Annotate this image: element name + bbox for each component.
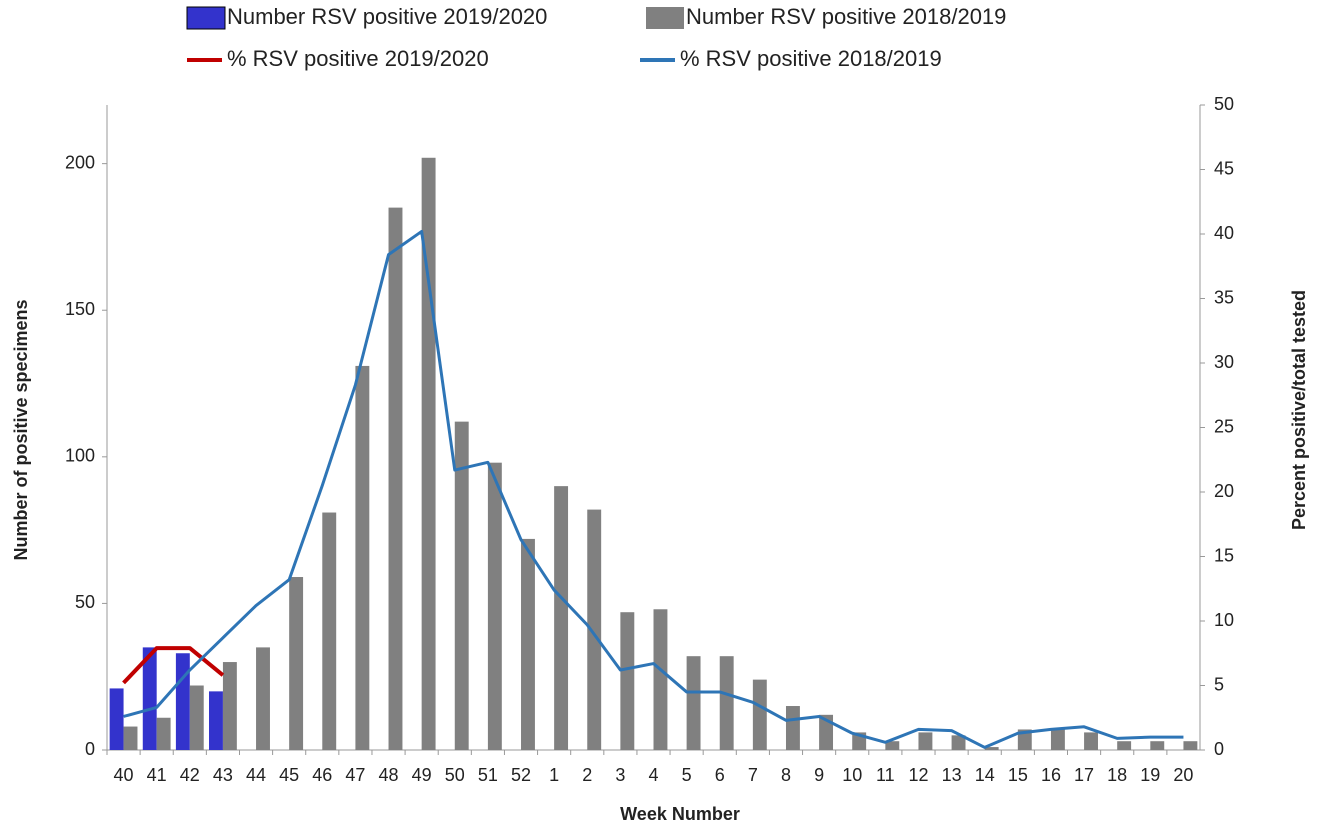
bar xyxy=(951,735,966,750)
bar xyxy=(454,421,469,750)
bar xyxy=(686,656,701,750)
x-tick-label: 5 xyxy=(682,765,692,785)
x-tick-label: 43 xyxy=(213,765,233,785)
bar xyxy=(785,706,800,750)
y-tick-label: 200 xyxy=(65,152,95,172)
x-tick-label: 18 xyxy=(1107,765,1127,785)
y2-tick-label: 35 xyxy=(1214,287,1234,307)
bar xyxy=(1183,741,1198,750)
bar xyxy=(256,647,270,750)
x-tick-label: 9 xyxy=(814,765,824,785)
bar xyxy=(653,609,668,750)
y-tick-label: 150 xyxy=(65,299,95,319)
bar xyxy=(487,462,502,750)
x-tick-label: 46 xyxy=(312,765,332,785)
x-tick-label: 50 xyxy=(445,765,465,785)
legend-label: % RSV positive 2018/2019 xyxy=(680,46,942,71)
y2-tick-label: 25 xyxy=(1214,416,1234,436)
bar xyxy=(123,726,138,750)
bar xyxy=(156,717,171,750)
y2-tick-label: 50 xyxy=(1214,94,1234,114)
x-tick-label: 40 xyxy=(114,765,134,785)
bar xyxy=(620,612,635,750)
x-tick-label: 3 xyxy=(615,765,625,785)
bar xyxy=(984,747,999,750)
bar xyxy=(554,486,569,750)
x-tick-label: 19 xyxy=(1140,765,1160,785)
x-tick-label: 13 xyxy=(942,765,962,785)
y2-tick-label: 20 xyxy=(1214,481,1234,501)
x-tick-label: 48 xyxy=(379,765,399,785)
bar xyxy=(752,679,767,750)
bar xyxy=(109,688,124,750)
x-tick-label: 51 xyxy=(478,765,498,785)
bar xyxy=(142,647,157,750)
bar xyxy=(918,732,933,750)
bar xyxy=(1017,729,1032,750)
x-tick-label: 10 xyxy=(842,765,862,785)
y2-tick-label: 5 xyxy=(1214,674,1224,694)
legend-label: Number RSV positive 2018/2019 xyxy=(686,4,1006,29)
y-tick-label: 0 xyxy=(85,739,95,759)
line xyxy=(123,229,1184,749)
x-tick-label: 45 xyxy=(279,765,299,785)
bar xyxy=(1117,741,1132,750)
x-tick-label: 16 xyxy=(1041,765,1061,785)
y2-tick-label: 15 xyxy=(1214,545,1234,565)
legend-swatch xyxy=(646,7,684,29)
x-tick-label: 49 xyxy=(412,765,432,785)
y-tick-label: 50 xyxy=(75,592,95,612)
y2-tick-label: 0 xyxy=(1214,739,1224,759)
x-tick-label: 12 xyxy=(908,765,928,785)
legend-label: Number RSV positive 2019/2020 xyxy=(227,4,547,29)
bar xyxy=(587,509,602,750)
bar xyxy=(885,741,900,750)
line xyxy=(122,646,225,685)
x-axis-title: Week Number xyxy=(620,804,740,824)
x-tick-label: 44 xyxy=(246,765,266,785)
x-tick-label: 6 xyxy=(715,765,725,785)
x-tick-label: 1 xyxy=(549,765,559,785)
bar xyxy=(1150,741,1165,750)
bar xyxy=(175,653,190,750)
bar xyxy=(1050,729,1065,750)
x-tick-label: 4 xyxy=(648,765,658,785)
x-tick-label: 20 xyxy=(1173,765,1193,785)
bar xyxy=(1084,732,1098,750)
y2-axis-title: Percent positive/total tested xyxy=(1289,290,1309,530)
x-tick-label: 42 xyxy=(180,765,200,785)
x-tick-label: 11 xyxy=(876,765,895,785)
x-tick-label: 52 xyxy=(511,765,531,785)
bar xyxy=(289,577,304,750)
y-axis-title: Number of positive specimens xyxy=(11,299,31,560)
y2-tick-label: 40 xyxy=(1214,223,1234,243)
bar xyxy=(355,365,370,750)
x-tick-label: 14 xyxy=(975,765,995,785)
x-tick-label: 17 xyxy=(1074,765,1094,785)
y2-tick-label: 45 xyxy=(1214,158,1234,178)
x-tick-label: 8 xyxy=(781,765,791,785)
y2-tick-label: 10 xyxy=(1214,610,1234,630)
x-tick-label: 2 xyxy=(582,765,592,785)
x-tick-label: 41 xyxy=(147,765,167,785)
bar xyxy=(521,538,535,750)
bar xyxy=(189,685,204,750)
legend-swatch xyxy=(186,6,226,30)
x-tick-label: 7 xyxy=(748,765,758,785)
y2-tick-label: 30 xyxy=(1214,352,1234,372)
bar xyxy=(322,512,337,750)
x-tick-label: 15 xyxy=(1008,765,1028,785)
legend-label: % RSV positive 2019/2020 xyxy=(227,46,489,71)
x-tick-label: 47 xyxy=(345,765,365,785)
bar xyxy=(209,691,223,750)
y-tick-label: 100 xyxy=(65,446,95,466)
bar xyxy=(719,656,734,750)
bar xyxy=(819,714,834,750)
bar xyxy=(222,662,237,750)
bar xyxy=(388,207,403,750)
